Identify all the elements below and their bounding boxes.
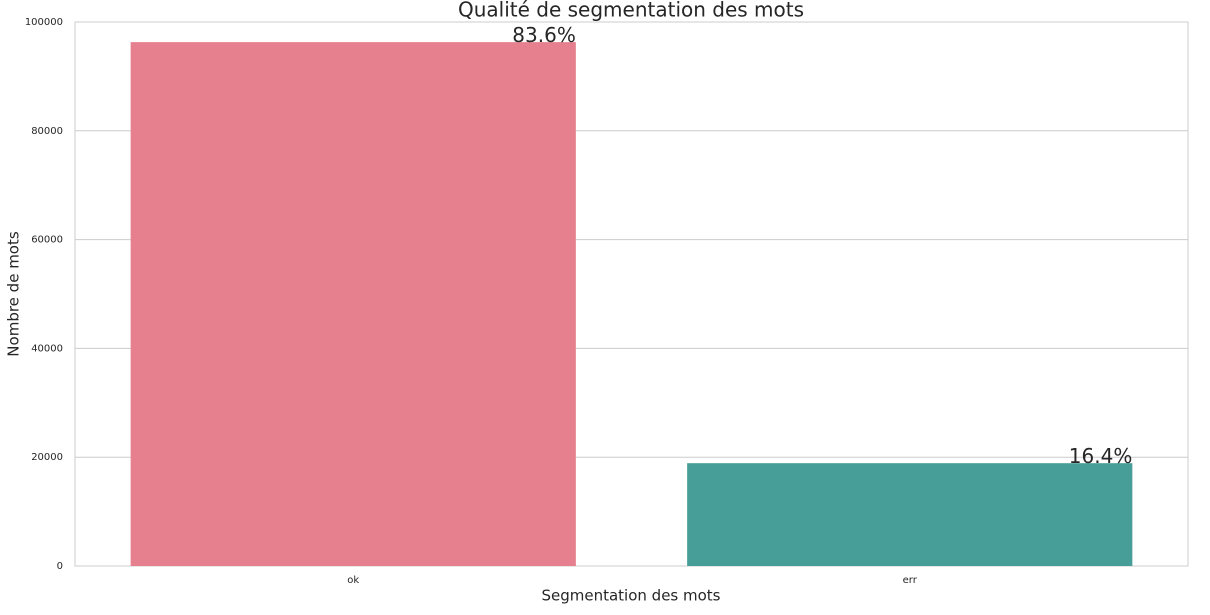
x-tick-label: ok: [347, 575, 359, 586]
bar: [130, 42, 576, 567]
x-axis-label: Segmentation des mots: [541, 587, 720, 605]
plot-frame: [74, 21, 1189, 567]
y-tick-label: 40000: [31, 343, 63, 354]
chart-title: Qualité de segmentation des mots: [458, 0, 804, 22]
y-tick-label: 0: [57, 561, 63, 572]
bar-annotation: 16.4%: [1069, 444, 1133, 468]
y-tick-label: 100000: [25, 17, 63, 28]
y-tick-label: 80000: [31, 126, 63, 137]
y-tick-label: 20000: [31, 452, 63, 463]
y-tick-label: 60000: [31, 235, 63, 246]
y-axis-label: Nombre de mots: [5, 231, 23, 357]
x-tick-label: err: [903, 575, 918, 586]
bar-annotation: 83.6%: [512, 23, 576, 47]
bar: [687, 463, 1133, 566]
